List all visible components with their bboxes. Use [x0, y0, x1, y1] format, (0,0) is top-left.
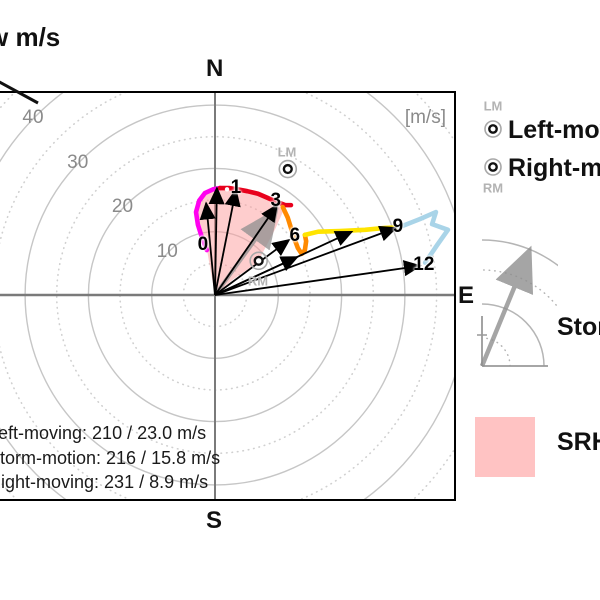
rm-marker-inner: [253, 255, 264, 266]
lm-marker-outer: [278, 159, 298, 179]
height-label-3km: 3: [270, 190, 282, 212]
plot-area: [0, 92, 455, 500]
hodograph-2km-dot: [224, 187, 230, 192]
height-label-12km: 12: [413, 254, 435, 276]
wind-vector-arrow: [214, 260, 422, 296]
storm-icon-arc: [481, 303, 545, 366]
hodograph-segment-9-12km: [396, 209, 451, 266]
lm-marker-inner: [282, 163, 293, 175]
legend-right-mover-label: Right-mover: [508, 154, 600, 182]
stat-storm-motion: Storm-motion: 216 / 15.8 m/s: [0, 448, 221, 468]
compass-east-label: E: [458, 282, 475, 309]
storm-icon-arrow: [479, 245, 534, 367]
legend-marker-inner: [488, 162, 498, 172]
wind-vector-arrow: [214, 225, 398, 296]
chart-title: w m/s: [0, 22, 61, 52]
wind-vector-arrow: [214, 203, 279, 296]
wind-vector-arrow: [214, 188, 241, 296]
stat-right-moving: Right-moving: 231 / 8.9 m/s: [0, 472, 209, 492]
storm-icon-arc: [481, 337, 511, 366]
legend-marker-inner: [488, 124, 498, 134]
legend-srh-label: SRH: [557, 428, 600, 456]
wind-vector-arrow: [214, 230, 354, 296]
storm-icon-arc: [481, 239, 558, 267]
wind-vector-arrow: [214, 238, 291, 296]
legend-storm-motion-label: Storm motion: [557, 313, 600, 341]
plot-frame: [0, 91, 456, 501]
ring-label-30: 30: [67, 151, 89, 173]
rm-marker-outer: [249, 251, 268, 271]
height-label-0km: 0: [197, 233, 209, 255]
wind-vector-arrow: [199, 201, 216, 296]
legend-lm-tag: LM: [483, 98, 503, 114]
legend-marker-outer: [484, 120, 502, 138]
legend-rm-tag: RM: [482, 180, 504, 196]
rm-marker-tag: RM: [247, 273, 269, 289]
compass-south-label: S: [206, 507, 223, 534]
ring-label-40: 40: [22, 106, 44, 128]
height-label-6km: 6: [289, 225, 301, 247]
legend-marker-outer: [484, 158, 502, 176]
stat-left-moving: Left-moving: 210 / 23.0 m/s: [0, 423, 207, 443]
srh-legend-swatch: [475, 417, 535, 477]
units-label: [m/s]: [404, 107, 446, 128]
height-label-9km: 9: [392, 216, 404, 238]
ring-label-10: 10: [156, 241, 178, 263]
lm-marker-tag: LM: [277, 144, 297, 160]
height-label-1km: 1: [230, 177, 242, 199]
compass-north-label: N: [206, 55, 224, 82]
legend-left-mover-label: Left-mover: [508, 116, 600, 144]
hodograph-segment-3.5-6km: [280, 204, 309, 257]
ring-label-20: 20: [111, 196, 134, 218]
wind-vector-arrow: [208, 186, 225, 296]
storm-motion-icon: [481, 239, 558, 366]
title-pointer-line: [0, 80, 39, 105]
